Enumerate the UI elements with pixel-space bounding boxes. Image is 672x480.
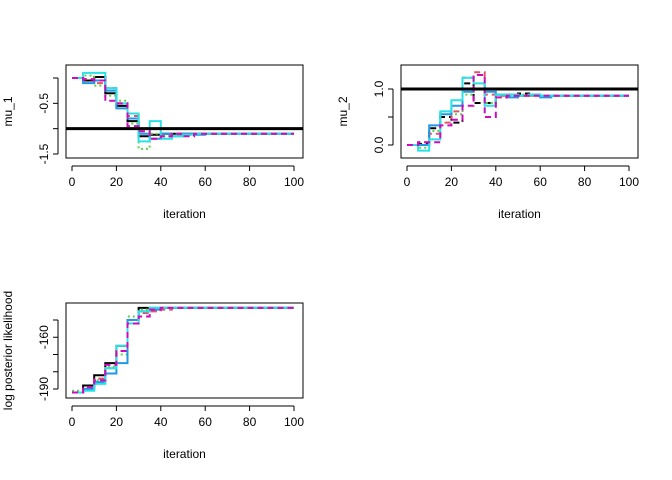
x-tick-label: 60 (199, 415, 213, 429)
x-axis-label: iteration (498, 207, 541, 221)
y-axis-label: mu_2 (336, 96, 350, 126)
y-axis-label: mu_1 (1, 96, 15, 126)
x-tick-label: 20 (445, 175, 459, 189)
x-tick-label: 100 (284, 175, 304, 189)
x-tick-label: 100 (619, 175, 639, 189)
panel-1: 0 20 40 60 80 100 iteration -0.5 -1.5 mu_1 (1, 64, 304, 221)
series-group (401, 71, 638, 152)
series-line-6 (407, 74, 629, 146)
x-tick-label: 40 (154, 415, 168, 429)
y-tick-label: -160 (37, 325, 51, 349)
x-tick-label: 80 (243, 175, 257, 189)
x-tick-label: 40 (489, 175, 503, 189)
x-tick-label: 0 (69, 175, 76, 189)
x-axis-label: iteration (163, 207, 206, 221)
x-tick-label: 60 (199, 175, 213, 189)
series-line-6 (72, 306, 294, 394)
panel-3: 0 20 40 60 80 100 iteration -160 -190 log posteri… (1, 291, 304, 461)
series-group (66, 71, 303, 150)
y-tick-label: -1.5 (37, 143, 51, 164)
x-tick-label: 0 (69, 415, 76, 429)
x-tick-label: 0 (404, 175, 411, 189)
panel-2: 0 20 40 60 80 100 iteration 0.0 1.0 mu_2 (336, 64, 639, 221)
plot-frame (400, 64, 639, 159)
x-tick-label: 80 (243, 415, 257, 429)
y-tick-label: 1.0 (372, 80, 386, 97)
x-axis-label: iteration (163, 447, 206, 461)
y-tick-label: -190 (37, 377, 51, 401)
x-tick-label: 20 (110, 175, 124, 189)
series-group (72, 306, 294, 394)
x-tick-label: 100 (284, 415, 304, 429)
x-tick-label: 40 (154, 175, 168, 189)
x-tick-label: 60 (534, 175, 548, 189)
x-tick-label: 20 (110, 415, 124, 429)
series-line-6 (72, 77, 294, 140)
y-tick-label: 0.0 (372, 136, 386, 153)
x-tick-label: 80 (578, 175, 592, 189)
y-axis-label: log posterior likelihood (1, 291, 15, 410)
series-line-5 (72, 71, 294, 143)
y-tick-label: -0.5 (37, 93, 51, 114)
plot-frame (65, 302, 304, 399)
plot-frame (65, 64, 304, 159)
